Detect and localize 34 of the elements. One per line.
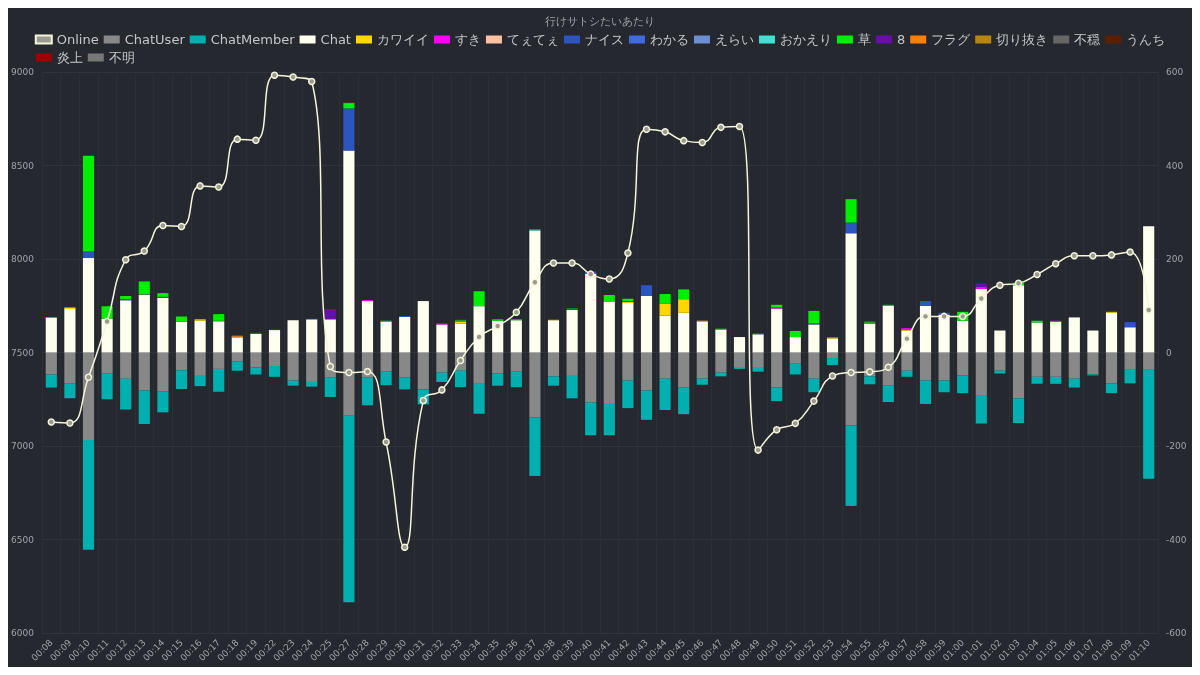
legend-label: 8: [896, 32, 906, 47]
legend-label: ChatUser: [124, 32, 186, 47]
y2-tick-label: -200: [1166, 441, 1187, 451]
legend-label: おかえり: [779, 32, 832, 47]
legend-label: すき: [454, 32, 481, 47]
y2-tick-label: 400: [1166, 160, 1184, 171]
legend-label: カワイイ: [376, 32, 429, 47]
legend-label: Chat: [320, 32, 351, 47]
y2-tick-label: 600: [1166, 67, 1184, 77]
y-tick-label: 9000: [11, 67, 35, 77]
y2-tick-label: 200: [1166, 254, 1184, 264]
legend-label: 炎上: [56, 50, 83, 65]
y-tick-label: 8500: [11, 160, 35, 171]
legend-label: 不明: [108, 50, 135, 65]
y-tick-label: 7000: [11, 441, 35, 451]
y-tick-label: 6500: [11, 534, 35, 545]
legend-label: うんち: [1126, 32, 1166, 47]
legend-label: てぇてぇ: [506, 32, 559, 47]
legend-label: ChatMember: [210, 32, 296, 47]
y2-tick-label: -400: [1166, 534, 1187, 545]
legend-label: えらい: [714, 32, 754, 47]
y2-tick-label: -600: [1166, 628, 1187, 638]
legend-label: わかる: [649, 32, 689, 47]
y-tick-label: 6000: [11, 628, 35, 638]
legend-label: 切り抜き: [996, 32, 1049, 47]
legend-label: フラグ: [931, 32, 972, 47]
y-tick-label: 7500: [11, 347, 35, 358]
legend-label: ナイス: [584, 32, 624, 47]
legend-label: Online: [56, 32, 99, 47]
legend-label: 草: [857, 32, 871, 47]
legend-label: 不穏: [1074, 32, 1101, 47]
y-tick-label: 8000: [11, 254, 35, 264]
chart-title: 行けサトシたいあたり: [545, 15, 655, 28]
y2-tick-label: 0: [1166, 347, 1172, 358]
